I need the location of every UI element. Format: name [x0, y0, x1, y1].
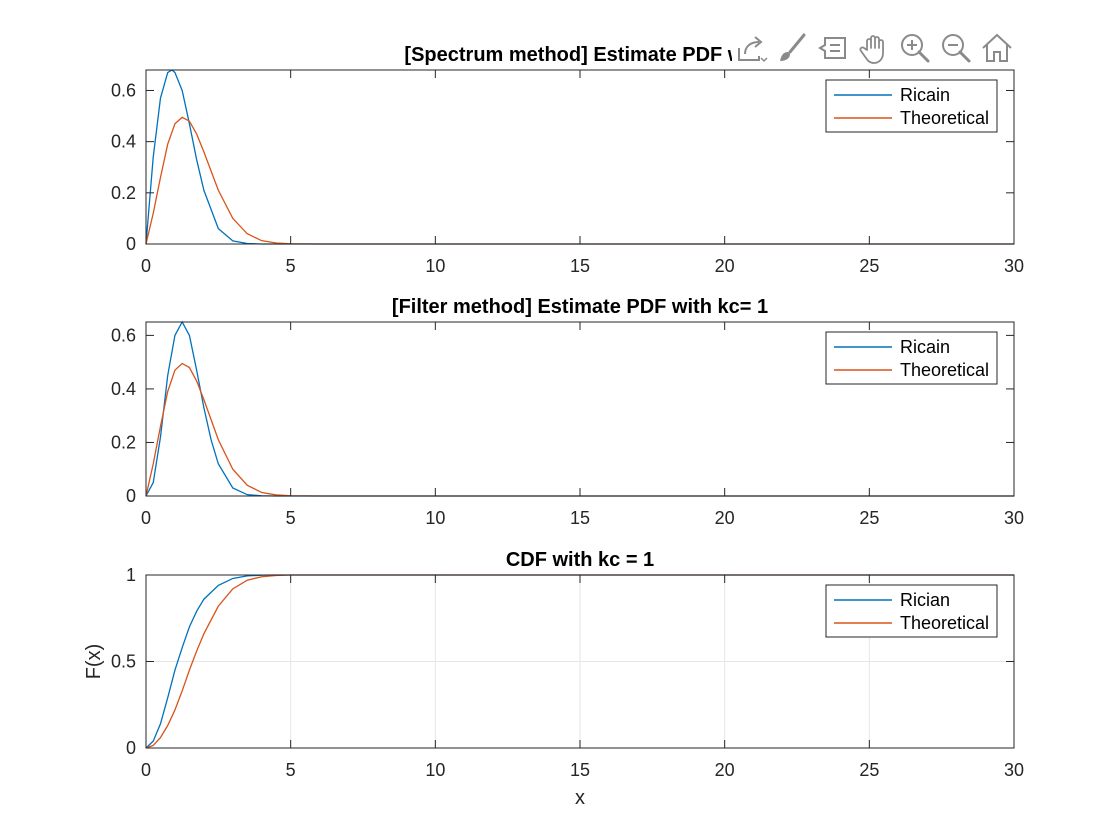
- zoom-out-button[interactable]: [937, 29, 975, 67]
- zoom-in-button[interactable]: [896, 29, 934, 67]
- x-tick-label: 5: [286, 760, 296, 780]
- y-tick-label: 1: [126, 565, 136, 585]
- zoom-in-icon: [901, 34, 930, 63]
- x-tick-label: 10: [425, 760, 445, 780]
- data-tips-icon: [818, 37, 846, 59]
- y-axis-label: F(x): [83, 644, 105, 680]
- y-tick-label: 0.5: [111, 652, 136, 672]
- legend-label: Theoretical: [900, 108, 989, 128]
- x-axis-label: x: [575, 787, 585, 809]
- x-tick-label: 20: [715, 508, 735, 528]
- x-tick-label: 15: [570, 256, 590, 276]
- x-tick-label: 30: [1004, 760, 1024, 780]
- y-tick-label: 0.4: [111, 132, 136, 152]
- subplot-3: 0 5 10 15 20 25 30 0 0.5 1 CDF with kc = 1 x F(x) Ric…: [83, 549, 1024, 809]
- series-line: [145, 116, 1014, 245]
- chart-title: CDF with kc = 1: [506, 549, 654, 571]
- chart-title: [Filter method] Estimate PDF with kc= 1: [392, 296, 768, 318]
- home-icon: [982, 33, 1012, 62]
- x-tick-label: 15: [570, 508, 590, 528]
- x-tick-label: 20: [715, 760, 735, 780]
- legend-label: Ricain: [900, 337, 950, 357]
- x-tick-label: 15: [570, 760, 590, 780]
- y-tick-label: 0: [126, 738, 136, 758]
- pan-icon: [859, 35, 884, 64]
- y-tick-label: 0: [126, 486, 136, 506]
- home-button[interactable]: [978, 29, 1016, 67]
- x-tick-label: 30: [1004, 508, 1024, 528]
- legend: Ricain Theoretical: [825, 79, 998, 133]
- x-tick-label: 5: [286, 508, 296, 528]
- legend-label: Ricain: [900, 85, 950, 105]
- legend-label: Theoretical: [900, 613, 989, 633]
- export-icon: [738, 36, 768, 63]
- y-tick-label: 0.2: [111, 183, 136, 203]
- legend-box: [825, 331, 998, 385]
- y-tick-label: 0.4: [111, 379, 136, 399]
- legend-label: Rician: [900, 590, 950, 610]
- x-tick-label: 20: [715, 256, 735, 276]
- pan-button[interactable]: [855, 29, 893, 67]
- x-tick-label: 5: [286, 256, 296, 276]
- brush-button[interactable]: [773, 29, 811, 67]
- legend-box: [825, 79, 998, 133]
- x-tick-label: 10: [425, 256, 445, 276]
- x-tick-label: 25: [859, 508, 879, 528]
- x-tick-label: 0: [141, 256, 151, 276]
- brush-icon: [780, 33, 806, 61]
- legend: Ricain Theoretical: [825, 331, 998, 385]
- chart-title: [Spectrum method] Estimate PDF wit: [404, 44, 755, 66]
- axes-toolbar: [732, 28, 1016, 68]
- x-tick-label: 25: [859, 256, 879, 276]
- subplot-2: 0 5 10 15 20 25 30 0 0.2 0.4 0.6 [Filter method] Es…: [111, 296, 1024, 528]
- x-tick-label: 30: [1004, 256, 1024, 276]
- legend-label: Theoretical: [900, 360, 989, 380]
- data-tips-button[interactable]: [814, 29, 852, 67]
- legend: Rician Theoretical: [825, 584, 998, 638]
- y-tick-label: 0.6: [111, 325, 136, 345]
- x-tick-label: 0: [141, 508, 151, 528]
- zoom-out-icon: [942, 34, 971, 63]
- x-tick-label: 0: [141, 760, 151, 780]
- y-tick-label: 0.2: [111, 432, 136, 452]
- y-tick-label: 0.6: [111, 80, 136, 100]
- x-tick-label: 10: [425, 508, 445, 528]
- export-button[interactable]: [732, 29, 770, 67]
- subplot-1: 0 5 10 15 20 25 30 0 0.2 0.4 0.6 [Spectrum method] …: [111, 44, 1024, 276]
- legend-box: [825, 584, 998, 638]
- x-tick-label: 25: [859, 760, 879, 780]
- y-tick-label: 0: [126, 234, 136, 254]
